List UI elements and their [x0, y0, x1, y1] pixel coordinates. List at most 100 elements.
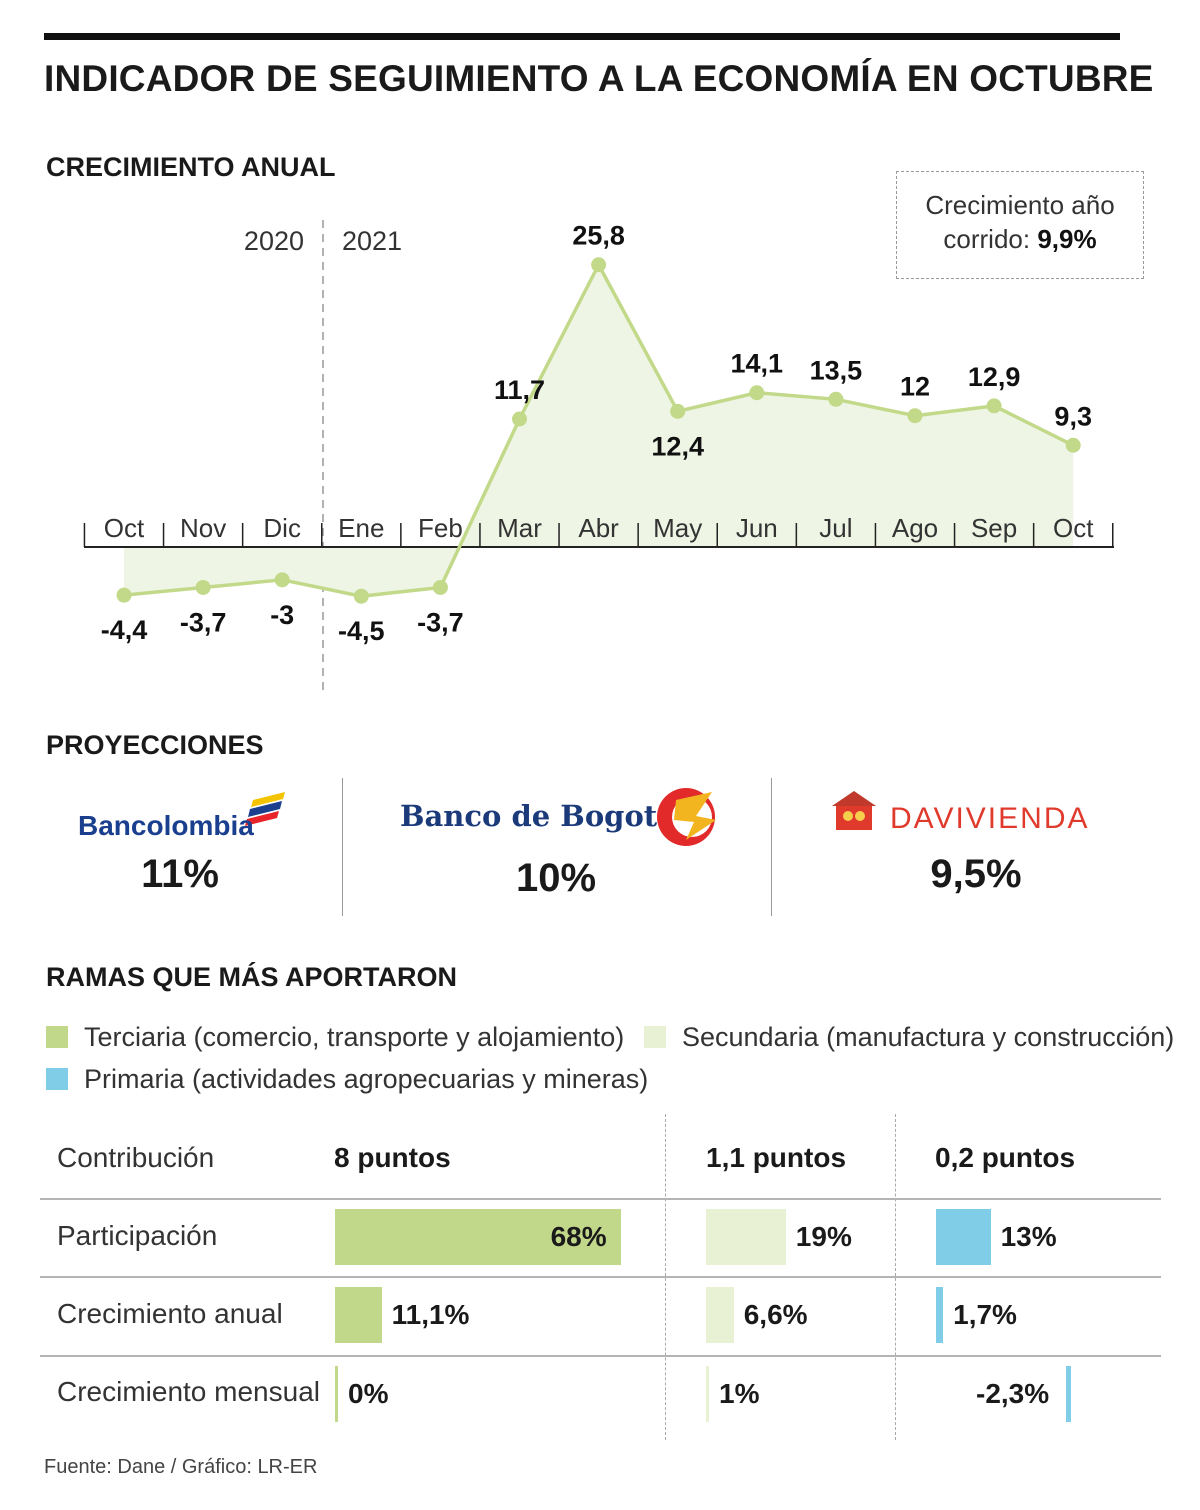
legend-item-secondary: Secundaria (manufactura y construcción) [644, 1022, 1174, 1053]
davivienda-projection: 9,5% [930, 852, 1022, 896]
bar-label: 6,6% [743, 1299, 808, 1330]
page-title: INDICADOR DE SEGUIMIENTO A LA ECONOMÍA E… [44, 58, 1154, 99]
legend-label: Primaria (actividades agropecuarias y mi… [84, 1064, 649, 1094]
ytd-note-value: 9,9% [1037, 224, 1097, 254]
data-point [591, 257, 607, 273]
data-point [749, 385, 765, 401]
data-label: -3,7 [417, 607, 464, 637]
davivienda-wordmark: DAVIVIENDA [890, 802, 1090, 835]
data-label: -3,7 [180, 607, 227, 637]
x-tick-label: Dic [263, 513, 301, 543]
x-tick-label: Jun [736, 513, 778, 543]
bar-label: 13% [1000, 1221, 1057, 1252]
contribution-secondary: 1,1 puntos [706, 1142, 847, 1173]
bar-label: 19% [795, 1221, 852, 1252]
growth-section-title: CRECIMIENTO ANUAL [46, 152, 336, 182]
data-point [512, 411, 527, 427]
bar-label: 68% [550, 1221, 607, 1252]
area-fill [124, 264, 1074, 597]
top-rule [44, 33, 1120, 40]
x-tick-label: Oct [104, 513, 145, 543]
legend-item-tertiary: Terciaria (comercio, transporte y alojam… [46, 1022, 624, 1053]
data-label: 12 [900, 372, 930, 402]
legend-label: Secundaria (manufactura y construcción) [682, 1022, 1175, 1052]
banco-de-bogota-wordmark: Banco de Bogotá [400, 799, 676, 833]
projections-title: PROYECCIONES [46, 730, 264, 760]
data-label: 12,9 [968, 362, 1021, 392]
x-tick-label: Ago [892, 513, 938, 543]
data-point [986, 398, 1002, 414]
year-label-2020: 2020 [244, 226, 304, 256]
x-tick-label: May [653, 513, 702, 543]
contribution-tertiary: 8 puntos [334, 1142, 451, 1173]
x-tick-label: Mar [497, 513, 542, 543]
contribution-primary: 0,2 puntos [935, 1142, 1076, 1173]
bar-label: -2,3% [976, 1378, 1050, 1409]
bar [936, 1287, 944, 1343]
bar [335, 1287, 382, 1343]
bar [706, 1287, 734, 1343]
table-rule [40, 1198, 1161, 1200]
legend-swatch [46, 1026, 68, 1048]
data-label: -4,5 [338, 616, 385, 646]
ytd-growth-note: Crecimiento año corrido: 9,9% [896, 171, 1144, 279]
bar [335, 1209, 621, 1265]
growth-line-chart: 2020 2021 Oct Nov Dic Ene Feb Mar Abr May Jun Jul… [83, 220, 1114, 692]
bar-label: 0% [348, 1378, 389, 1409]
bar [706, 1209, 786, 1265]
x-tick-label: Sep [971, 513, 1017, 543]
davivienda-logo: DAVIVIENDA [828, 788, 1128, 836]
row-label-participation: Participación [57, 1220, 218, 1251]
data-label: 14,1 [731, 349, 784, 379]
data-label: 9,3 [1054, 401, 1092, 431]
bar-label: 1% [719, 1378, 760, 1409]
bar-label: 1,7% [953, 1299, 1017, 1330]
year-divider: 2020 2021 [244, 220, 402, 692]
ytd-note-line2: corrido: 9,9% [897, 222, 1143, 256]
data-point [274, 572, 290, 588]
x-tick-label: Abr [578, 513, 619, 543]
row-label-annual-growth: Crecimiento anual [57, 1298, 283, 1329]
table-rule [40, 1276, 1161, 1278]
data-point [828, 391, 844, 407]
ytd-note-prefix: corrido: [943, 224, 1038, 254]
legend-item-primary: Primaria (actividades agropecuarias y mi… [46, 1064, 648, 1095]
banco-de-bogota-logo: Banco de Bogotá [396, 780, 726, 850]
bar-label: 11,1% [391, 1299, 470, 1330]
table-rule [40, 1355, 1161, 1357]
data-point [1065, 437, 1081, 453]
legend-swatch [644, 1026, 666, 1048]
banco-de-bogota-projection: 10% [515, 856, 597, 900]
data-point [195, 579, 211, 595]
projection-divider [342, 778, 343, 916]
projection-divider [771, 778, 772, 916]
ytd-note-line1: Crecimiento año [925, 190, 1115, 220]
data-point [670, 403, 686, 419]
x-tick-label: Oct [1053, 513, 1094, 543]
data-label: 25,8 [572, 221, 625, 251]
contribution-label: Contribución [57, 1142, 215, 1173]
x-tick-label: Feb [418, 513, 463, 543]
legend-swatch [46, 1068, 68, 1090]
year-label-2021: 2021 [342, 226, 402, 256]
x-tick-label: Nov [180, 513, 226, 543]
x-tick-label: Ene [338, 513, 384, 543]
bancolombia-projection: 11% [141, 852, 219, 896]
data-label: 13,5 [810, 355, 863, 385]
legend-label: Terciaria (comercio, transporte y alojam… [84, 1022, 625, 1052]
bar [335, 1366, 338, 1422]
data-label: -3 [270, 600, 294, 630]
bancolombia-logo: Bancolombia [70, 782, 300, 841]
data-point [116, 587, 132, 603]
branches-title: RAMAS QUE MÁS APORTARON [46, 962, 457, 992]
data-label: -4,4 [101, 615, 148, 645]
data-label: 12,4 [651, 431, 704, 461]
bar [706, 1366, 709, 1422]
data-point [907, 408, 923, 424]
data-label: 11,7 [494, 375, 545, 405]
data-point [432, 579, 448, 595]
source-note: Fuente: Dane / Gráfico: LR-ER [44, 1456, 318, 1478]
bar [1066, 1366, 1071, 1422]
data-point [353, 588, 369, 604]
